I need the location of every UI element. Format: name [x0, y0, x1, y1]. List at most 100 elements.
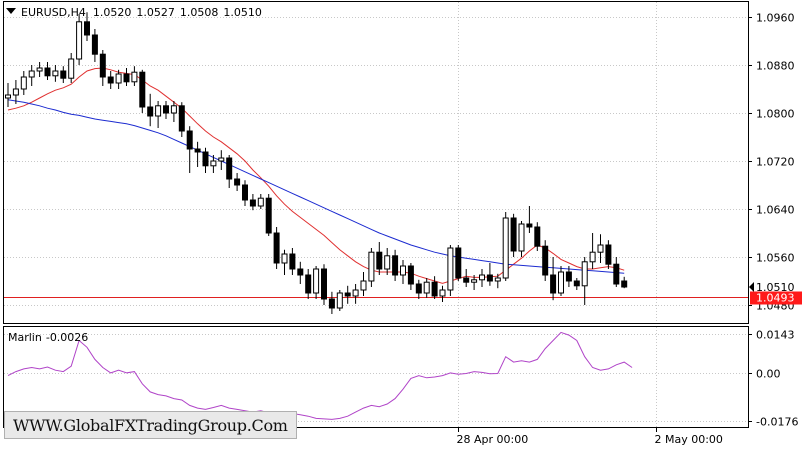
candle-body	[613, 263, 620, 285]
candle-body	[518, 223, 525, 252]
candle-body	[384, 255, 391, 270]
slow-moving-average	[7, 99, 625, 274]
candle	[139, 69, 146, 113]
candle	[170, 101, 177, 122]
candle	[376, 242, 383, 275]
candle	[344, 285, 351, 304]
candle	[471, 275, 478, 290]
low-value: 1.0508	[180, 6, 219, 19]
candle	[407, 263, 414, 290]
candle-body	[76, 21, 83, 60]
candle	[123, 68, 130, 86]
candle	[573, 278, 580, 290]
candle	[558, 266, 564, 296]
candle-body	[621, 280, 628, 288]
candle-body	[423, 281, 430, 294]
candle	[12, 80, 19, 104]
candle-body	[573, 280, 580, 287]
candle	[155, 101, 162, 128]
candle	[384, 248, 391, 275]
candle	[44, 62, 51, 80]
time-axis: 28 Apr 00:002 May 00:004 May 00:006 May …	[457, 428, 723, 446]
current-price-tag: 1.0510	[749, 281, 795, 294]
candle	[581, 257, 588, 305]
candle-body	[91, 34, 98, 55]
candle-body	[139, 71, 146, 108]
slow-ma-line	[7, 99, 625, 274]
indicator-tick-label: 0.0143	[756, 329, 795, 342]
candle-body	[170, 105, 177, 114]
candle-body	[36, 67, 43, 72]
candle	[76, 14, 83, 65]
candle-body	[115, 73, 122, 84]
candle-body	[597, 244, 604, 253]
candle-body	[257, 197, 264, 207]
candle-body	[202, 151, 209, 167]
candle	[605, 240, 612, 269]
candle-body	[479, 274, 485, 281]
candle	[336, 290, 343, 311]
candle	[502, 212, 509, 281]
candle-body	[581, 261, 588, 287]
candle	[526, 206, 533, 233]
candle-body	[328, 298, 335, 309]
candle	[20, 71, 27, 95]
price-tick-label: 1.0800	[756, 108, 795, 121]
candle-body	[313, 268, 320, 294]
level-price-label: 1.0493	[756, 292, 795, 305]
candle	[565, 266, 572, 287]
candle-body	[131, 71, 138, 83]
open-value: 1.0520	[93, 6, 132, 19]
candle-body	[344, 292, 351, 297]
candle-body	[84, 21, 90, 36]
candle-body	[392, 255, 399, 276]
candle-body	[321, 268, 327, 300]
candle	[297, 261, 304, 284]
candle	[218, 150, 225, 170]
candle	[423, 278, 430, 298]
symbol-label: EURUSD,H4	[21, 6, 86, 19]
candle-body	[336, 292, 343, 309]
candle-body	[407, 265, 414, 285]
candle	[273, 227, 280, 269]
main-gridlines	[4, 2, 748, 323]
candle	[447, 245, 454, 296]
candle	[321, 264, 327, 305]
candle-body	[99, 53, 106, 78]
main-panel[interactable]: 1.0960 1.0880 1.0800 1.0720 1.0640 1.0560 1.04…	[3, 1, 805, 324]
candle-body	[123, 73, 130, 83]
candle	[328, 291, 335, 314]
candlesticks	[5, 12, 628, 314]
indicator-panel[interactable]: 0.0143 0.00 -0.0176 Marlin -0.0026	[3, 326, 805, 429]
candle	[463, 269, 470, 287]
candle-body	[534, 226, 541, 247]
candle	[84, 12, 90, 41]
current-price-label: 1.0510	[756, 281, 795, 294]
candle	[265, 194, 272, 236]
candle	[91, 29, 98, 62]
candle-body	[558, 271, 564, 294]
triangle-down-icon[interactable]	[6, 8, 16, 14]
candle-body	[273, 232, 280, 264]
candle-body	[289, 253, 296, 270]
candle-body	[265, 197, 272, 234]
candle-body	[242, 184, 248, 201]
price-tick-label: 1.0560	[756, 252, 795, 265]
candle	[597, 234, 604, 263]
candle	[226, 155, 233, 188]
main-plot-frame	[3, 1, 749, 324]
price-tick-label: 1.0960	[756, 12, 795, 25]
candle	[99, 50, 106, 86]
price-axis: 1.0960 1.0880 1.0800 1.0720 1.0640 1.0560 1.04…	[748, 12, 795, 313]
marlin-series-line	[7, 331, 633, 420]
candle	[479, 269, 485, 287]
candle	[115, 69, 122, 89]
candle-body	[44, 67, 51, 77]
candle	[202, 147, 209, 173]
indicator-name: Marlin	[8, 331, 42, 344]
candle-body	[415, 283, 422, 294]
candle-body	[510, 217, 517, 252]
candle-body	[605, 244, 612, 265]
